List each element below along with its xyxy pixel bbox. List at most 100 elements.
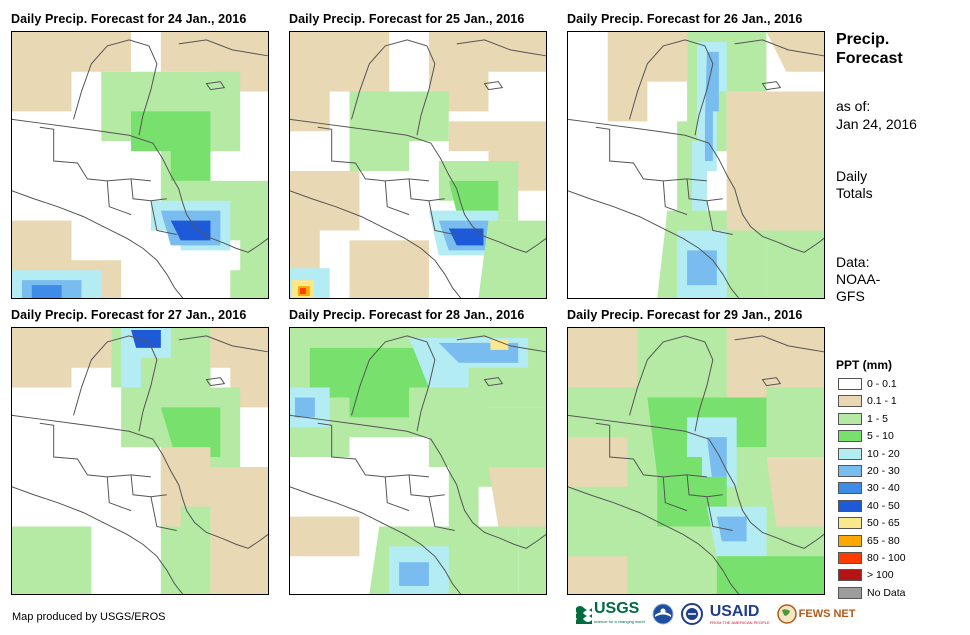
precip-area: [766, 457, 824, 527]
legend-item: 80 - 100: [838, 551, 906, 565]
panel-title-1: Daily Precip. Forecast for 24 Jan., 2016: [11, 12, 247, 26]
map-panel-2: [289, 31, 547, 299]
panel-title-4: Daily Precip. Forecast for 27 Jan., 2016: [11, 308, 247, 322]
precip-area: [12, 328, 112, 388]
precip-map-2: [290, 32, 546, 298]
legend-label: 65 - 80: [867, 534, 900, 547]
boundary-line: [595, 126, 733, 235]
legend-item: 0.1 - 1: [838, 394, 897, 408]
legend-swatch: [838, 499, 862, 512]
boundary-line: [456, 335, 546, 353]
boundary-line: [290, 414, 546, 549]
legend-swatch: [838, 447, 862, 460]
legend-label: 5 - 10: [867, 430, 894, 443]
precip-area: [448, 407, 546, 527]
boundary-line: [12, 414, 268, 549]
boundary-line: [317, 126, 455, 235]
precip-area: [299, 288, 306, 295]
precip-area: [568, 437, 628, 487]
boundary-line: [761, 81, 782, 91]
precip-area: [716, 516, 747, 542]
usaid-logo: USAID FROM THE AMERICAN PEOPLE: [709, 602, 770, 625]
legend-swatch: [838, 482, 862, 495]
precip-area: [488, 466, 546, 527]
legend-swatch: [838, 552, 862, 564]
boundary-line: [39, 422, 177, 531]
legend-item: 65 - 80: [838, 534, 900, 548]
legend-swatch: [838, 395, 862, 408]
precip-area: [716, 556, 824, 594]
boundary-line: [456, 39, 546, 57]
precip-area: [568, 556, 628, 594]
legend-item: 40 - 50: [838, 499, 900, 513]
boundary-line: [629, 39, 714, 136]
panel-title-2: Daily Precip. Forecast for 25 Jan., 2016: [289, 12, 525, 26]
boundary-line: [290, 486, 462, 594]
precip-area: [12, 526, 92, 594]
boundary-line: [761, 377, 782, 387]
boundary-line: [73, 39, 158, 136]
legend-item: No Data: [838, 586, 906, 600]
boundary-line: [351, 39, 436, 136]
legend-label: 30 - 40: [867, 482, 900, 495]
precip-map-3: [568, 32, 824, 298]
boundary-line: [290, 118, 546, 253]
panel-title-3: Daily Precip. Forecast for 26 Jan., 2016: [567, 12, 803, 26]
forecast-title: Precip. Forecast: [836, 31, 903, 67]
legend-title: PPT (mm): [836, 358, 893, 372]
map-panel-3: [567, 31, 825, 299]
precip-area: [290, 516, 360, 557]
precip-area: [490, 339, 509, 350]
legend-item: 5 - 10: [838, 429, 894, 443]
boundary-line: [205, 377, 226, 387]
credit-text: Map produced by USGS/EROS: [12, 611, 166, 623]
panel-title-6: Daily Precip. Forecast for 29 Jan., 2016: [567, 308, 803, 322]
legend-item: 0 - 0.1: [838, 377, 897, 391]
boundary-line: [734, 335, 824, 353]
precip-area: [210, 328, 268, 408]
precip-area: [170, 220, 211, 241]
usgs-wave-icon: [576, 606, 592, 624]
precip-area: [290, 170, 360, 271]
legend-swatch: [838, 412, 862, 425]
legend-swatch: [838, 534, 862, 547]
precip-area: [399, 562, 429, 587]
precip-map-5: [290, 328, 546, 594]
precip-area: [160, 526, 211, 594]
boundary-line: [483, 377, 504, 387]
precip-area: [726, 170, 824, 231]
precip-area: [160, 407, 221, 458]
logo-strip: USGS science for a changing world USAID …: [576, 600, 862, 628]
boundary-line: [595, 422, 733, 531]
boundary-line: [568, 414, 824, 549]
precip-area: [131, 329, 161, 348]
boundary-line: [351, 335, 436, 432]
boundary-line: [734, 39, 824, 57]
precip-area: [478, 220, 546, 298]
legend-label: 0.1 - 1: [867, 395, 897, 408]
legend-label: 50 - 65: [867, 517, 900, 530]
fewsnet-globe-icon: [776, 604, 797, 624]
boundary-line: [178, 39, 268, 57]
legend-label: 1 - 5: [867, 412, 889, 425]
boundary-line: [568, 118, 824, 253]
precip-area: [230, 230, 268, 298]
legend-swatch: [838, 517, 862, 530]
map-panel-5: [289, 327, 547, 595]
noaa-logo-icon: [652, 603, 674, 625]
precip-area: [518, 526, 546, 594]
boundary-line: [568, 190, 740, 298]
legend-item: > 100: [838, 568, 894, 582]
precip-area: [349, 91, 449, 171]
precip-area: [294, 397, 315, 418]
precip-area: [568, 328, 638, 388]
legend-label: 10 - 20: [867, 447, 900, 460]
boundary-line: [12, 118, 268, 253]
precip-area: [448, 121, 546, 191]
legend-item: 10 - 20: [838, 447, 900, 461]
legend-label: 20 - 30: [867, 465, 900, 477]
boundary-line: [39, 126, 177, 235]
legend-swatch: [838, 465, 862, 477]
precip-area: [448, 228, 484, 246]
panel-title-5: Daily Precip. Forecast for 28 Jan., 2016: [289, 308, 525, 322]
